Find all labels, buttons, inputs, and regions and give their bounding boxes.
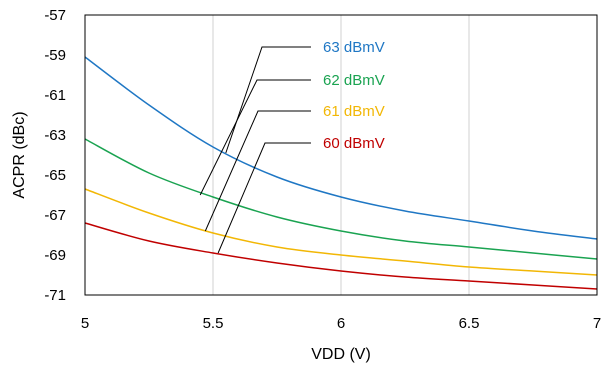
y-tick-labels: -57 -59 -61 -63 -65 -67 -69 -71 [44, 7, 66, 304]
series-labels: 63 dBmV 62 dBmV 61 dBmV 60 dBmV [323, 39, 385, 152]
leader-line [217, 142, 311, 254]
y-tick-label: -65 [44, 167, 66, 184]
vertical-gridlines [212, 15, 470, 295]
series-lines [84, 56, 598, 290]
series-line [84, 222, 598, 290]
series-label: 62 dBmV [323, 72, 385, 89]
y-tick-label: -71 [44, 287, 66, 304]
series-line [84, 56, 598, 240]
x-tick-label: 6 [337, 315, 345, 332]
y-tick-label: -57 [44, 7, 66, 24]
x-tick-label: 6.5 [459, 315, 480, 332]
series-label: 63 dBmV [323, 39, 385, 56]
leader-line [204, 110, 311, 232]
leader-line [199, 79, 311, 196]
x-tick-label: 5 [81, 315, 89, 332]
x-tick-label: 5.5 [203, 315, 224, 332]
leader-line [225, 46, 311, 154]
plot-area-border [84, 14, 598, 296]
y-tick-label: -63 [44, 127, 66, 144]
y-tick-label: -59 [44, 47, 66, 64]
series-line [84, 138, 598, 260]
x-axis-label: VDD (V) [311, 346, 371, 363]
y-tick-label: -61 [44, 87, 66, 104]
y-axis-label: ACPR (dBc) [11, 111, 28, 198]
series-label: 60 dBmV [323, 135, 385, 152]
y-tick-label: -69 [44, 247, 66, 264]
series-label: 61 dBmV [323, 103, 385, 120]
y-tick-label: -67 [44, 207, 66, 224]
series-line [84, 188, 598, 276]
x-tick-label: 7 [593, 315, 601, 332]
x-tick-labels: 5 5.5 6 6.5 7 [81, 315, 601, 332]
label-leader-lines [199, 46, 311, 254]
